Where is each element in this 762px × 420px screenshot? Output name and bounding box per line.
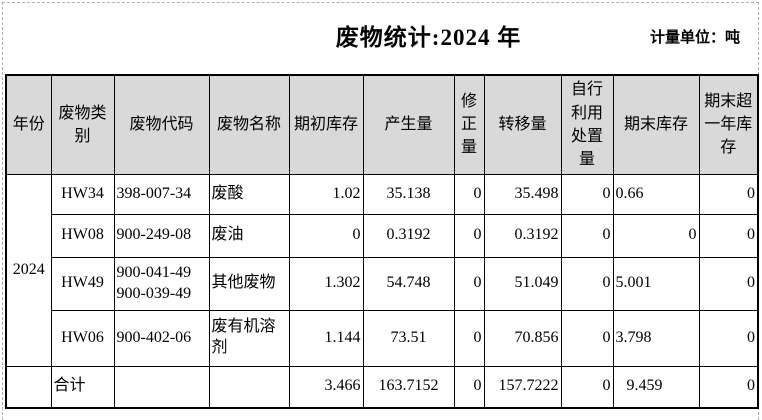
cell-category: HW49 [50, 256, 115, 311]
cell-code: 900-402-06 [113, 309, 210, 367]
cell-self-disposal: 0 [560, 309, 614, 367]
cell-opening: 1.302 [288, 256, 364, 311]
cell-over-year: 0 [698, 309, 759, 367]
header-over-year: 期末超一年库存 [698, 74, 759, 175]
cell-code: 398-007-34 [113, 173, 210, 215]
cell-correction: 0 [453, 213, 485, 258]
header-opening: 期初库存 [288, 74, 364, 175]
total-generated: 163.7152 [362, 365, 455, 409]
total-correction: 0 [453, 365, 485, 409]
total-transferred: 157.7222 [483, 365, 562, 409]
total-opening: 3.466 [288, 365, 364, 409]
cell-category: HW06 [50, 309, 115, 367]
header-transferred: 转移量 [483, 74, 562, 175]
cell-generated: 35.138 [362, 173, 455, 215]
cell-transferred: 51.049 [483, 256, 562, 311]
title-row: 废物统计:2024 年 [95, 18, 762, 52]
cell-over-year: 0 [698, 213, 759, 258]
cell-year-empty [5, 365, 52, 409]
cell-code-empty [113, 365, 210, 409]
header-closing: 期末库存 [612, 74, 700, 175]
cell-name-empty [208, 365, 290, 409]
cell-closing: 3.798 [612, 309, 700, 367]
cell-generated: 73.51 [362, 309, 455, 367]
header-code: 废物代码 [113, 74, 210, 175]
cell-generated: 54.748 [362, 256, 455, 311]
cell-correction: 0 [453, 173, 485, 215]
header-self-disposal: 自行利用处置量 [560, 74, 614, 175]
cell-opening: 1.02 [288, 173, 364, 215]
header-name: 废物名称 [208, 74, 290, 175]
cell-year: 2024 [5, 173, 52, 367]
cell-category: HW34 [50, 173, 115, 215]
cell-over-year: 0 [698, 256, 759, 311]
header-category: 废物类别 [50, 74, 115, 175]
cell-self-disposal: 0 [560, 256, 614, 311]
table-row: HW08 900-249-08 废油 0 0.3192 0 0.3192 0 0… [6, 213, 759, 258]
total-over-year: 0 [698, 365, 759, 409]
cell-closing: 5.001 [612, 256, 700, 311]
cell-code: 900-041-49 900-039-49 [113, 256, 210, 311]
table-row: 2024 HW34 398-007-34 废酸 1.02 35.138 0 35… [5, 173, 759, 367]
cell-closing: 0 [612, 213, 700, 258]
cell-category: HW08 [50, 213, 115, 258]
table-row: HW06 900-402-06 废有机溶剂 1.144 73.51 0 70.8… [6, 309, 759, 367]
header-correction: 修正量 [453, 74, 485, 175]
unit-label: 计量单位：吨 [649, 29, 740, 46]
cell-transferred: 0.3192 [483, 213, 562, 258]
cell-correction: 0 [453, 256, 485, 311]
total-row: 合计 3.466 163.7152 0 157.7222 0 9.459 0 [5, 365, 759, 409]
cell-code: 900-249-08 [113, 213, 210, 258]
header-year: 年份 [5, 74, 52, 175]
total-label: 合计 [50, 365, 115, 409]
cell-opening: 1.144 [288, 309, 364, 367]
cell-self-disposal: 0 [560, 213, 614, 258]
cell-correction: 0 [453, 309, 485, 367]
table-row: HW49 900-041-49 900-039-49 其他废物 1.302 54… [6, 256, 759, 311]
cell-closing: 0.66 [612, 173, 700, 215]
cell-name: 其他废物 [208, 256, 290, 311]
cell-generated: 0.3192 [362, 213, 455, 258]
page-title: 废物统计:2024 年 [335, 25, 522, 50]
header-generated: 产生量 [362, 74, 455, 175]
cell-over-year: 0 [698, 173, 759, 215]
cell-name: 废油 [208, 213, 290, 258]
cell-name: 废有机溶剂 [208, 309, 290, 367]
total-self-disposal: 0 [560, 365, 614, 409]
total-closing: 9.459 [612, 365, 700, 409]
cell-transferred: 70.856 [483, 309, 562, 367]
cell-name: 废酸 [208, 173, 290, 215]
cell-opening: 0 [288, 213, 364, 258]
waste-stats-table: 年份 废物类别 废物代码 废物名称 期初库存 产生量 修正量 转移量 自行利用处… [5, 74, 759, 409]
cell-self-disposal: 0 [560, 173, 614, 215]
header-row: 年份 废物类别 废物代码 废物名称 期初库存 产生量 修正量 转移量 自行利用处… [5, 74, 759, 175]
cell-transferred: 35.498 [483, 173, 562, 215]
